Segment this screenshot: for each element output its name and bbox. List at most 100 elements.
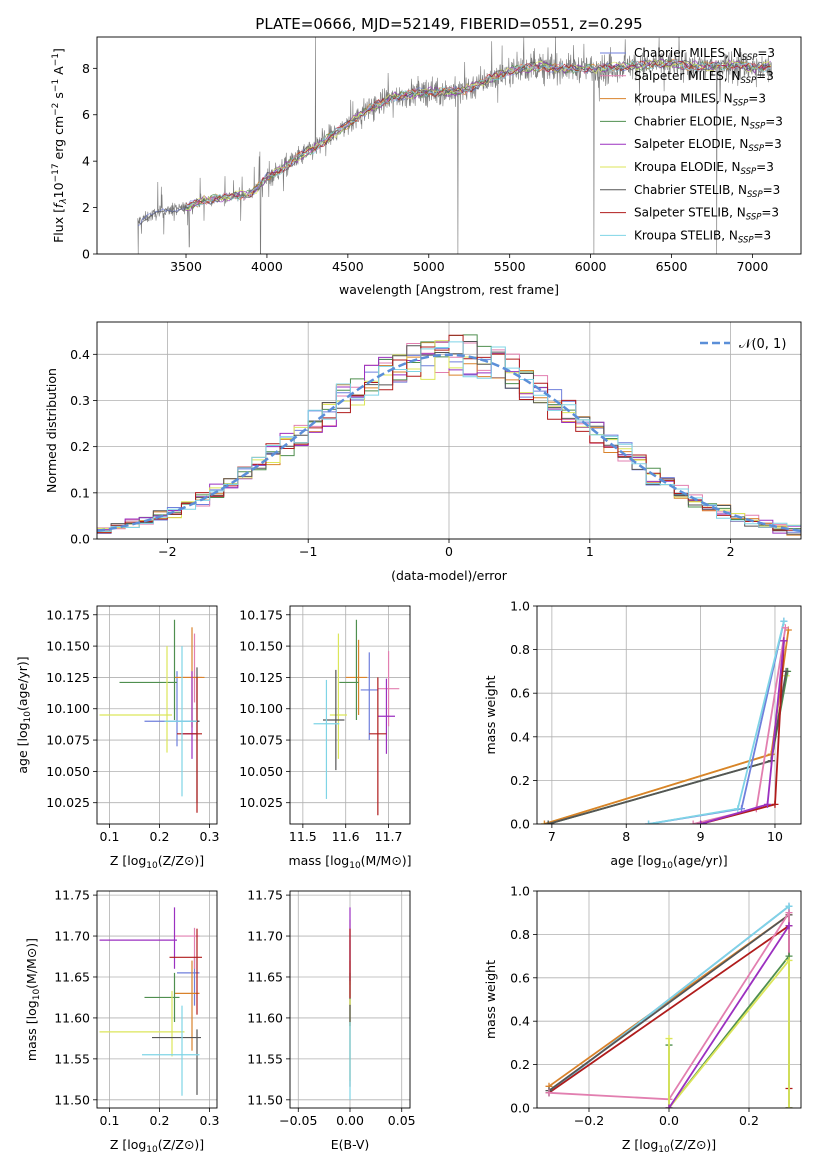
label-part: Salpeter ELODIE, N — [634, 137, 748, 151]
y-tick-label: 10.100 — [46, 701, 90, 716]
y-tick-label: 10.150 — [239, 639, 283, 654]
label-part: ] — [51, 48, 66, 53]
y-tick-label: 11.65 — [54, 969, 90, 984]
gaussian-curve — [97, 353, 801, 533]
x-tick-label: 0.1 — [100, 1113, 120, 1128]
label-part: −1 — [51, 53, 61, 66]
label-part: age [log — [15, 722, 30, 773]
series-marker — [785, 902, 793, 910]
legend-label: Chabrier STELIB, NSSP=3 — [634, 183, 780, 200]
y-tick-label: 0.0 — [510, 817, 530, 832]
label-part: 10 — [662, 861, 674, 871]
errorbar-salpeter-stelib — [169, 928, 202, 1015]
series-marker — [785, 909, 793, 917]
series-marker — [764, 800, 772, 808]
series-marker — [782, 667, 790, 675]
x-tick-label: 8 — [622, 829, 630, 844]
y-tick-label: 10.075 — [239, 733, 283, 748]
y-tick-label: 10.125 — [239, 670, 283, 685]
series-marker — [780, 637, 788, 645]
x-axis-label: age [log10(age/yr)] — [610, 853, 727, 871]
x-tick-label: 2 — [727, 544, 735, 559]
legend-label: 𝒩(0, 1) — [739, 337, 786, 352]
label-part: Z [log — [110, 1137, 146, 1152]
y-tick-label: 0.4 — [70, 347, 90, 362]
x-tick-label: 0.2 — [739, 1113, 759, 1128]
label-part: SSP — [750, 121, 766, 131]
label-part: 10 — [23, 711, 33, 723]
label-part: −1 — [51, 79, 61, 92]
mass-vs-Z-panel: 0.1 0.2 0.3 11.50 11.55 11.60 11.65 11.70 11.75 Z… — [24, 888, 219, 1155]
series-marker — [540, 820, 548, 824]
y-tick-label: 10.100 — [239, 701, 283, 716]
series-marker — [544, 820, 552, 824]
y-tick-label: 0.1 — [70, 485, 90, 500]
label-part: Z [log — [622, 1137, 658, 1152]
label-part: erg cm — [51, 116, 66, 164]
label-part: Z [log — [110, 853, 146, 868]
label-part: Chabrier MILES, N — [634, 46, 742, 60]
label-part: SSP — [733, 99, 749, 109]
axes-frame — [96, 605, 218, 825]
label-part: =3 — [757, 46, 775, 60]
y-tick-label: 10.050 — [239, 764, 283, 779]
label-part: =3 — [754, 228, 772, 242]
label-part: −17 — [51, 163, 61, 182]
label-part: 10 — [349, 861, 361, 871]
x-tick-label: −2 — [158, 544, 176, 559]
series-marker — [785, 956, 793, 964]
series-marker — [785, 1104, 793, 1108]
y-tick-label: 6 — [82, 107, 90, 122]
model-kroupa-miles — [185, 58, 771, 209]
series-line — [668, 957, 790, 1108]
label-part: Chabrier ELODIE, N — [634, 114, 750, 128]
y-tick-label: 11.75 — [247, 888, 283, 903]
y-tick-label: 0 — [82, 247, 90, 262]
y-tick-label: 11.55 — [247, 1051, 283, 1066]
errorbar-kroupa-miles — [174, 960, 200, 1051]
label-part: (Z/Z⊙)] — [158, 1137, 204, 1152]
line-salpeter-elodie — [665, 922, 793, 1108]
label-part: =3 — [764, 137, 782, 151]
legend-label: Kroupa MILES, NSSP=3 — [634, 92, 766, 109]
label-part: =3 — [748, 92, 766, 106]
y-tick-label: 0.6 — [510, 686, 530, 701]
label-part: =3 — [756, 160, 774, 174]
axes-frame — [96, 890, 218, 1109]
y-axis-label: mass weight — [483, 675, 498, 754]
x-tick-label: 0.00 — [336, 1113, 364, 1128]
x-axis-label: wavelength [Angstrom, rest frame] — [339, 282, 559, 297]
label-part: (Z/Z⊙)] — [158, 853, 204, 868]
x-tick-label: 0 — [445, 544, 453, 559]
label-part: (Z/Z⊙)] — [670, 1137, 716, 1152]
errorbar-salpeter-miles — [377, 651, 400, 727]
label-part: Kroupa MILES, N — [634, 92, 733, 106]
legend-label: Salpeter MILES, NSSP=3 — [634, 69, 774, 86]
model-chabrier-stelib — [138, 59, 771, 225]
x-tick-label: 5000 — [413, 259, 445, 274]
label-part: age [log — [610, 853, 661, 868]
series-marker — [780, 617, 788, 625]
label-part: =3 — [756, 69, 774, 83]
x-tick-label: 3500 — [170, 259, 202, 274]
label-part: 10 — [658, 1145, 670, 1155]
label-part: f — [51, 202, 66, 208]
x-tick-label: 4500 — [332, 259, 364, 274]
errorbar-salpeter-elodie — [377, 678, 395, 754]
label-part: s — [51, 92, 66, 103]
x-tick-label: 5500 — [494, 259, 526, 274]
y-tick-label: 11.60 — [54, 1010, 90, 1025]
x-tick-label: −0.2 — [574, 1113, 604, 1128]
label-part: 10 — [51, 182, 66, 198]
errorbar-kroupa-elodie — [99, 646, 172, 753]
series-marker — [771, 800, 779, 808]
y-tick-label: 10.025 — [239, 795, 283, 810]
errorbar-chabrier-stelib — [152, 1029, 201, 1095]
label-part: 10 — [146, 861, 158, 871]
axes-frame — [289, 605, 411, 825]
model-kroupa-stelib — [185, 59, 771, 207]
y-tick-label: 0.0 — [70, 532, 90, 547]
errorbar-chabrier-elodie — [144, 972, 180, 1023]
x-axis-label: Z [log10(Z/Z⊙)] — [622, 1137, 716, 1155]
series-marker — [785, 922, 793, 930]
